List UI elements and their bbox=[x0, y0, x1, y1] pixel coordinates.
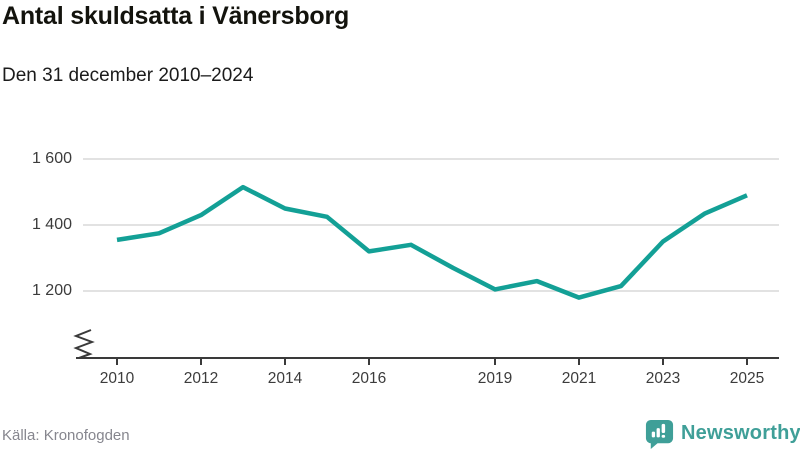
x-axis-label: 2019 bbox=[477, 370, 513, 387]
chart-subtitle: Den 31 december 2010–2024 bbox=[2, 65, 254, 86]
x-axis-label: 2014 bbox=[267, 370, 303, 387]
y-axis-label: 1 400 bbox=[31, 216, 72, 233]
data-line bbox=[116, 184, 748, 300]
chart-title: Antal skuldsatta i Vänersborg bbox=[2, 2, 350, 30]
x-axis-label: 2012 bbox=[183, 370, 219, 387]
axis-break-icon bbox=[73, 329, 95, 359]
y-axis-label: 1 200 bbox=[31, 282, 72, 299]
newsworthy-icon bbox=[645, 419, 674, 449]
x-axis-label: 2025 bbox=[729, 370, 765, 387]
x-axis-label: 2016 bbox=[351, 370, 387, 387]
source-caption: Källa: Kronofogden bbox=[2, 427, 130, 444]
newsworthy-logo: Newsworthy bbox=[644, 417, 800, 449]
x-axis-label: 2023 bbox=[645, 370, 681, 387]
y-axis-label: 1 600 bbox=[31, 150, 72, 167]
newsworthy-wordmark: Newsworthy bbox=[681, 421, 800, 444]
x-axis-label: 2021 bbox=[561, 370, 597, 387]
x-axis-label: 2010 bbox=[99, 370, 135, 387]
